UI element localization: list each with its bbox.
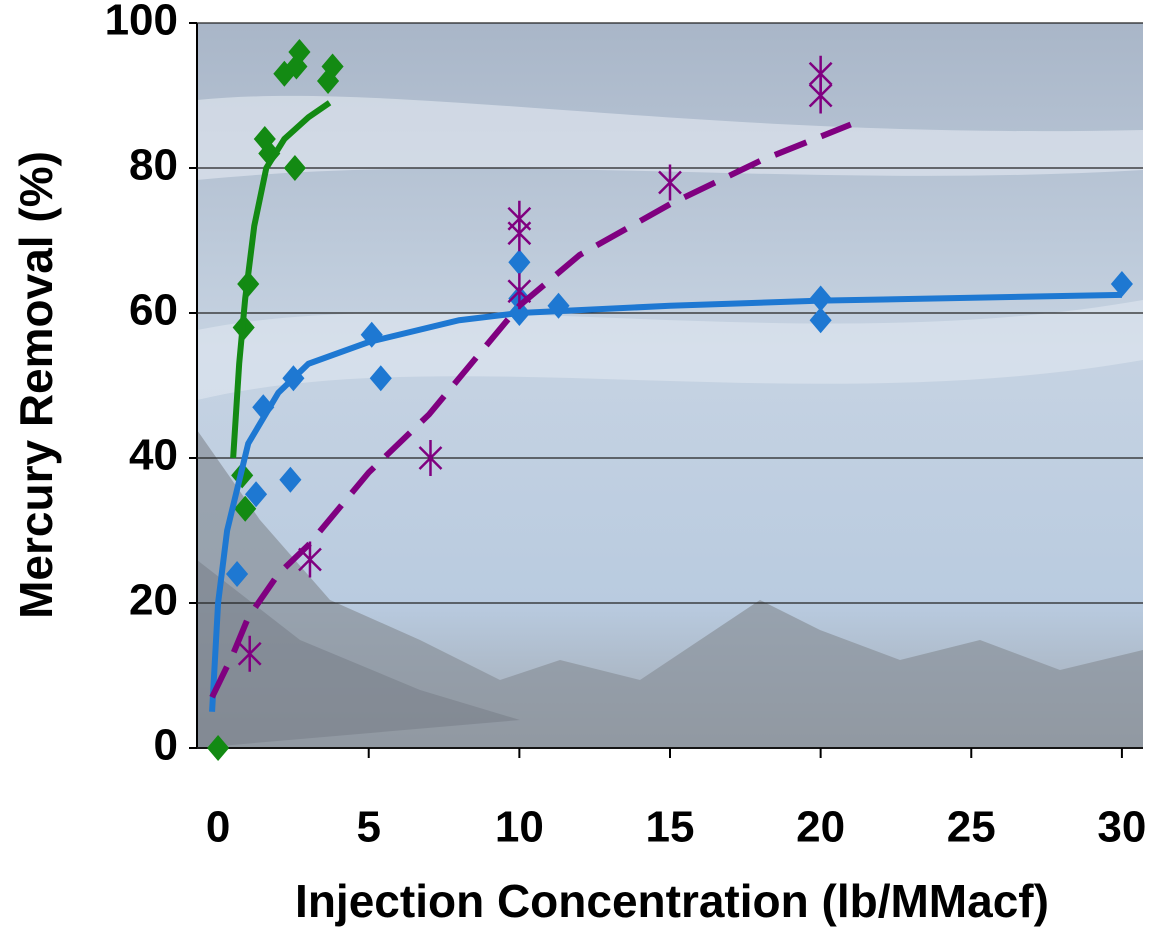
x-tick-label: 0 (206, 803, 230, 852)
y-tick-label: 80 (129, 141, 178, 190)
x-tick-label: 15 (646, 803, 695, 852)
data-point (369, 365, 392, 392)
data-point (288, 39, 311, 65)
data-point (253, 126, 276, 152)
data-point (258, 140, 281, 167)
data-point (321, 53, 344, 80)
data-point (508, 249, 531, 276)
x-tick-label: 30 (1097, 803, 1146, 852)
data-point (226, 561, 249, 587)
data-point (234, 495, 257, 522)
data-point (237, 635, 262, 672)
x-tick-label: 5 (356, 803, 380, 852)
y-tick-label: 100 (105, 0, 178, 45)
y-axis-title: Mercury Removal (%) (10, 151, 62, 619)
x-tick-label: 20 (796, 803, 845, 852)
x-tick-label: 10 (495, 803, 544, 852)
data-point (252, 394, 275, 421)
data-point (244, 481, 268, 508)
data-point (809, 307, 832, 334)
x-axis-title: Injection Concentration (lb/MMacf) (295, 875, 1049, 927)
data-point (283, 155, 306, 181)
y-tick-label: 0 (154, 721, 178, 770)
fit-line (209, 121, 852, 699)
fit-line (209, 291, 1122, 712)
y-tick-label: 60 (129, 286, 178, 335)
data-point (273, 60, 296, 87)
data-point (1110, 271, 1133, 297)
data-point (808, 77, 833, 114)
data-point (658, 164, 682, 201)
data-point (207, 735, 230, 761)
y-tick-label: 20 (129, 576, 178, 625)
data-point (279, 466, 302, 493)
y-tick-label: 40 (129, 431, 178, 480)
data-point (418, 440, 443, 476)
fit-line (230, 100, 332, 459)
plot-background (197, 23, 1143, 748)
data-point (507, 215, 532, 252)
x-tick-label: 25 (947, 803, 996, 852)
